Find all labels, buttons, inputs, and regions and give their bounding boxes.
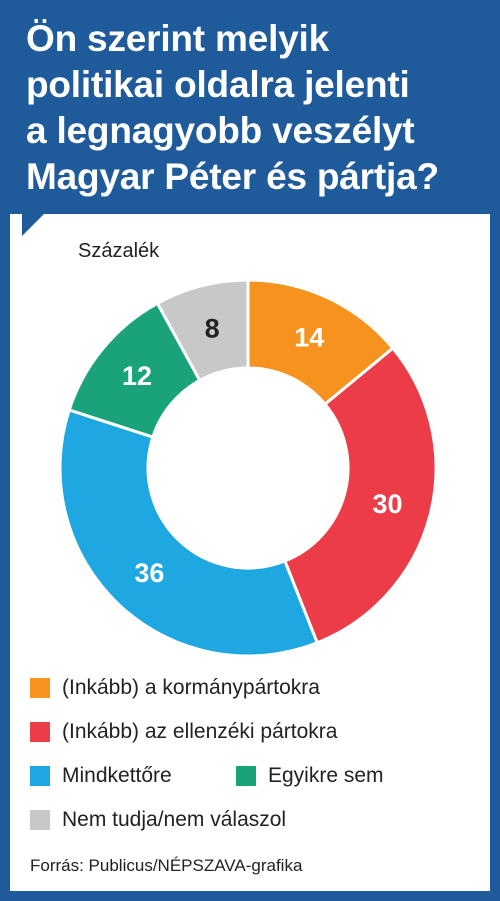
legend-item-mindkettore: Mindkettőre <box>30 764 172 788</box>
donut-slice-nem-tudja <box>155 278 250 383</box>
legend-label: Nem tudja/nem válaszol <box>62 808 287 831</box>
data-label-nem-tudja: 8 <box>205 314 220 344</box>
header: Ön szerint melyik politikai oldalra jele… <box>0 0 500 222</box>
legend-item-egyikre-sem: Egyikre sem <box>236 764 384 788</box>
legend-swatch-blue <box>30 766 50 786</box>
donut-slice-ellenzeki-partokra <box>282 346 438 645</box>
legend-item-nem-tudja: Nem tudja/nem válaszol <box>30 808 286 832</box>
legend-item-ellenzeki-partokra: (Inkább) az ellenzéki pártokra <box>30 720 337 744</box>
legend-label: (Inkább) az ellenzéki pártokra <box>62 720 338 743</box>
title-line-4: Magyar Péter és pártja? <box>26 156 439 197</box>
data-label-ellenzeki-partokra: 30 <box>372 489 402 519</box>
unit-label: Százalék <box>78 240 160 262</box>
donut-slice-mindkettore <box>58 408 320 658</box>
legend-label: Egyikre sem <box>268 764 384 787</box>
title-line-1: Ön szerint melyik <box>26 18 329 59</box>
legend-item-kormanypartokra: (Inkább) a kormánypártokra <box>30 676 320 700</box>
legend-swatch-green <box>236 766 256 786</box>
legend-label: Mindkettőre <box>62 764 172 787</box>
legend-swatch-orange <box>30 678 50 698</box>
title-line-2: politikai oldalra jelenti <box>26 64 410 105</box>
chart-title: Ön szerint melyik politikai oldalra jele… <box>26 16 486 200</box>
speech-notch <box>22 214 66 236</box>
data-label-kormanypartokra: 14 <box>294 323 324 353</box>
data-label-mindkettore: 36 <box>134 558 164 588</box>
source-note: Forrás: Publicus/NÉPSZAVA-grafika <box>30 856 303 875</box>
title-line-3: a legnagyobb veszélyt <box>26 110 415 151</box>
legend-swatch-red <box>30 722 50 742</box>
data-label-egyikre-sem: 12 <box>122 361 152 391</box>
legend-label: (Inkább) a kormánypártokra <box>62 676 320 699</box>
legend-swatch-gray <box>30 810 50 830</box>
